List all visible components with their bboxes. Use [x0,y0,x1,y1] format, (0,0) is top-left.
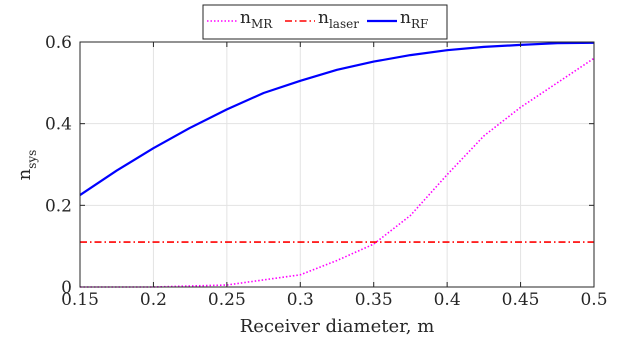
legend-label-main: n [240,8,251,28]
x-tick-label: 0.4 [434,290,461,310]
series-line-rf [79,41,595,197]
x-tick-label: 0.45 [502,290,540,310]
y-tick-label: 0 [61,278,72,298]
x-tick-label: 0.5 [580,290,607,310]
x-tick-label: 0.3 [287,290,314,310]
legend-label-main: n [400,8,411,28]
plot-frame [79,41,595,288]
legend: nMR nlaser nRF [202,4,448,40]
x-tick-label: 0.2 [140,290,167,310]
legend-label-sub: laser [329,17,359,31]
y-axis-label-main: n [14,168,35,180]
x-tick-label: 0.35 [355,290,393,310]
legend-label-laser: nlaser [318,8,359,31]
y-axis-label: nsys [14,150,39,181]
y-axis-label-sub: sys [25,150,39,169]
y-tick-label: 0.6 [45,33,72,53]
x-axis-label: Receiver diameter, m [240,316,435,337]
legend-box [202,4,448,40]
legend-label-mr: nMR [240,8,273,31]
x-tick-label: 0.25 [208,290,246,310]
x-tick-label: 0.15 [61,290,99,310]
legend-label-sub: MR [251,17,273,31]
ticks: 0.15 0.2 0.25 0.3 0.35 0.4 0.45 0.5 0 0.2 0.4 0.6 [45,33,608,310]
legend-label-rf: nRF [400,8,428,31]
legend-label-main: n [318,8,329,28]
plot-background [80,42,594,287]
y-tick-label: 0.2 [45,196,72,216]
legend-label-sub: RF [411,17,428,31]
y-tick-label: 0.4 [45,115,72,135]
series-layer [79,41,595,288]
